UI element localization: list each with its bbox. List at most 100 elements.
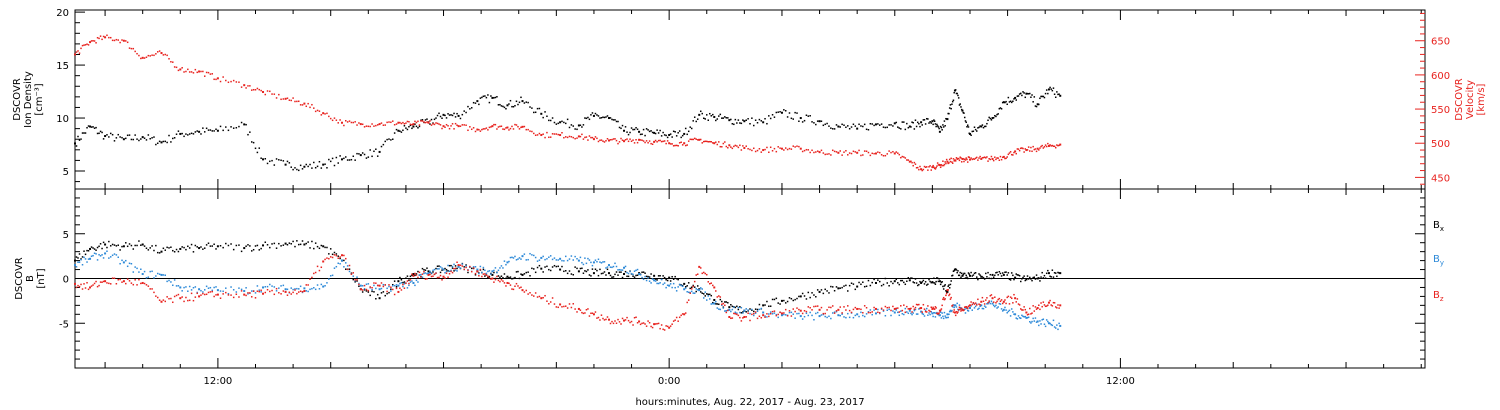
velocity-series-point — [96, 36, 99, 39]
bx-series-point — [348, 268, 351, 270]
ion-density-series-point — [499, 103, 501, 106]
bz-series-point — [841, 312, 843, 314]
bz-series-point — [1025, 311, 1028, 314]
bx-series-point — [147, 249, 150, 251]
by-series-point — [768, 313, 770, 315]
velocity-series-point — [529, 130, 531, 132]
ion-density-series-point — [794, 111, 796, 114]
bx-series-point — [1009, 279, 1012, 281]
bx-series-point — [119, 249, 121, 251]
bx-series-point — [946, 290, 949, 293]
velocity-series-point — [536, 134, 539, 136]
bx-series-point — [1039, 280, 1041, 282]
velocity-series-point — [423, 121, 425, 123]
ion-density-series-point — [775, 111, 778, 114]
velocity-series-point — [250, 89, 253, 91]
bx-series-point — [424, 269, 427, 271]
bx-series-point — [934, 283, 937, 286]
bz-series-point — [331, 256, 334, 259]
bz-series-point — [942, 296, 945, 299]
ion-density-series-point — [459, 117, 462, 120]
bz-series-point — [638, 320, 641, 323]
ion-density-series-point — [953, 89, 956, 92]
ion-density-series-point — [707, 119, 710, 121]
by-series-point — [766, 316, 768, 318]
ion-density-series-point — [890, 124, 892, 126]
bz-series-point — [436, 276, 439, 279]
bz-series-point — [1053, 302, 1056, 304]
by-series-point — [474, 266, 477, 268]
ion-density-series-point — [1000, 108, 1003, 110]
bz-series-point — [736, 313, 738, 316]
bx-series-point — [500, 275, 503, 277]
bx-series-point — [1031, 279, 1033, 282]
velocity-series-point — [533, 132, 535, 135]
velocity-series-point — [87, 44, 90, 46]
bx-series-point — [690, 286, 693, 289]
velocity-series-point — [683, 142, 686, 145]
ion-density-series-point — [668, 133, 671, 136]
bz-series-point — [1022, 309, 1024, 311]
bz-series-point — [89, 286, 92, 289]
velocity-series-point — [964, 159, 967, 161]
bx-series-point — [592, 272, 595, 275]
ion-density-series-point — [973, 126, 976, 128]
legend-bx: Bx — [1433, 220, 1444, 233]
by-series-point — [602, 261, 604, 263]
velocity-series-point — [974, 157, 977, 160]
ion-density-series-point — [792, 118, 794, 120]
bz-series-point — [467, 269, 469, 271]
ion-density-series-point — [367, 156, 370, 158]
ion-density-series-point — [230, 126, 232, 128]
bx-series-point — [333, 251, 336, 254]
bz-series-point — [710, 282, 713, 284]
by-series-point — [414, 284, 416, 287]
ion-density-series-point — [207, 129, 210, 131]
bx-series-point — [641, 271, 643, 273]
by-series-point — [219, 290, 222, 292]
by-series-point — [618, 268, 621, 271]
ion-density-series-point — [512, 105, 515, 108]
by-series-point — [354, 279, 356, 282]
ion-density-series-point — [983, 125, 986, 128]
bx-series-point — [1001, 272, 1004, 274]
bz-series-point — [960, 307, 963, 310]
velocity-series-point — [833, 150, 836, 153]
ion-density-series-point — [442, 113, 445, 116]
velocity-series-point — [1027, 146, 1030, 148]
bx-series-point — [196, 246, 198, 248]
velocity-series-point — [132, 47, 135, 50]
bz-series-point — [303, 290, 306, 293]
velocity-series-point — [424, 121, 427, 124]
bz-series-point — [773, 310, 776, 312]
bz-series-point — [698, 265, 701, 268]
velocity-series-point — [496, 128, 498, 130]
bx-series-point — [953, 268, 956, 271]
bx-series-point — [933, 282, 936, 284]
ion-density-series-point — [297, 169, 300, 172]
by-series-point — [863, 315, 866, 318]
plasma-panel-frame — [74, 9, 1426, 190]
velocity-series-point — [888, 150, 890, 152]
bz-series-point — [75, 286, 78, 289]
bx-series-point — [493, 271, 495, 274]
bx-series-point — [1027, 278, 1030, 280]
bz-series-point — [81, 288, 84, 290]
bz-series-point — [1013, 293, 1015, 296]
bx-series-point — [411, 274, 413, 277]
by-series-point — [950, 310, 952, 313]
ion-density-series-point — [179, 132, 182, 135]
by-series-point — [280, 285, 282, 287]
ion-density-series-point — [521, 100, 524, 103]
bz-series-point — [768, 315, 770, 318]
ion-density-series-point — [867, 129, 870, 131]
by-series-point — [865, 313, 868, 315]
ion-density-series-point — [780, 111, 783, 114]
bx-series-point — [839, 287, 842, 289]
bx-series-point — [983, 278, 986, 280]
bz-series-point — [731, 317, 734, 319]
bx-series-point — [978, 273, 980, 275]
velocity-series-point — [692, 138, 694, 141]
ion-density-series-point — [928, 122, 930, 124]
ion-density-series-point — [280, 159, 282, 162]
